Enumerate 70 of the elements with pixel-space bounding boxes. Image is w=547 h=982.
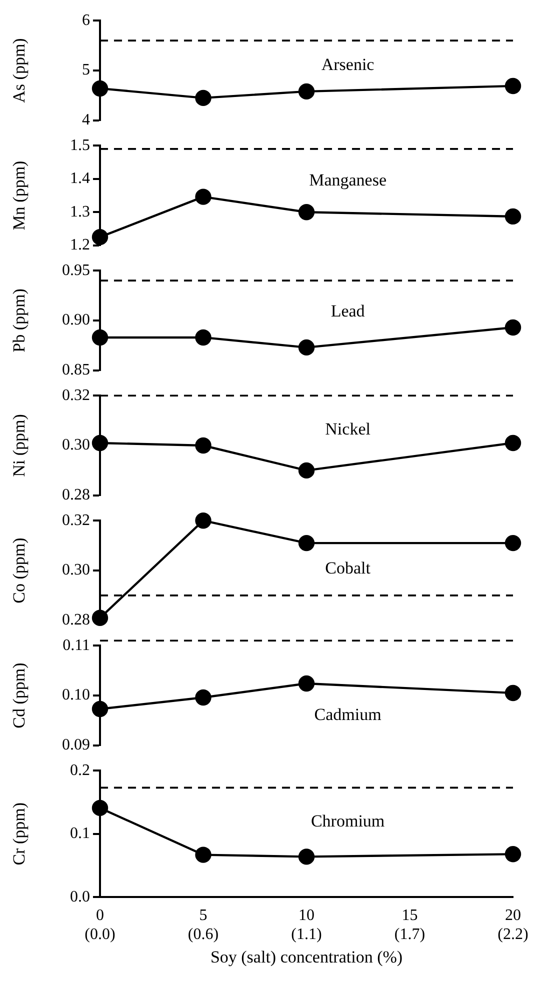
y-tick-label: 0.85 — [62, 362, 90, 379]
y-tick-label: 6 — [82, 12, 90, 29]
point — [504, 208, 522, 225]
point — [195, 188, 212, 205]
point — [298, 675, 315, 692]
point — [298, 462, 315, 479]
point — [92, 329, 108, 346]
point — [92, 80, 108, 97]
y-tick-label: 1.2 — [70, 236, 90, 254]
y-tick-label: 0.11 — [62, 636, 90, 654]
point — [195, 437, 212, 454]
y-tick-label: 0.32 — [62, 512, 90, 529]
point — [298, 848, 315, 865]
annotation: Arsenic — [321, 54, 375, 74]
y-axis-title: Cd (ppm) — [10, 662, 29, 728]
y-tick-label: 0.2 — [70, 762, 90, 779]
y-axis-title: As (ppm) — [10, 38, 29, 103]
y-tick-label: 0.10 — [62, 686, 90, 704]
point — [195, 329, 212, 346]
point — [298, 204, 315, 220]
point — [92, 228, 108, 246]
y-axis-title: Cr (ppm) — [10, 802, 29, 866]
annotation: Manganese — [309, 170, 387, 190]
y-axis-title: Mn (ppm) — [10, 160, 29, 230]
y-tick-label: 0.30 — [62, 562, 90, 579]
point — [92, 800, 108, 816]
annotation: Lead — [330, 301, 366, 320]
point — [92, 700, 108, 718]
x-axis-title: Soy (salt) concentration (%) — [210, 947, 403, 966]
point — [298, 534, 315, 552]
y-tick-label: 0.09 — [62, 736, 90, 754]
point — [92, 434, 108, 452]
point — [298, 339, 315, 356]
point — [504, 78, 522, 94]
y-tick-label: 0.1 — [70, 825, 90, 842]
x-tick-label: 10 (1.1) — [291, 907, 322, 944]
point — [504, 846, 522, 862]
y-axis-title: Co (ppm) — [10, 538, 29, 604]
point — [504, 534, 522, 552]
y-axis-title: Pb (ppm) — [10, 288, 29, 352]
point — [504, 434, 522, 452]
y-tick-label: 4 — [82, 112, 90, 129]
point — [195, 846, 212, 863]
point — [504, 684, 522, 702]
y-tick-label: 0.0 — [70, 888, 90, 906]
annotation: Cobalt — [325, 558, 371, 578]
y-tick-label: 1.5 — [70, 136, 90, 154]
annotation: Nickel — [325, 420, 371, 439]
x-tick-label: 15 (1.7) — [394, 907, 426, 944]
point — [195, 689, 212, 706]
x-tick-label: 20 (2.2) — [498, 907, 528, 944]
y-tick-label: 0.28 — [62, 486, 90, 504]
point — [195, 90, 212, 106]
y-tick-label: 0.95 — [62, 262, 90, 279]
point — [195, 512, 212, 529]
x-tick-label: 5 (0.6) — [188, 907, 219, 944]
y-tick-label: 0.32 — [62, 386, 90, 404]
annotation: Chromium — [310, 811, 385, 830]
point — [504, 319, 522, 336]
y-tick-label: 0.30 — [62, 436, 90, 454]
point — [92, 610, 108, 626]
y-tick-label: 1.4 — [70, 170, 90, 188]
annotation: Cadmium — [314, 704, 382, 724]
y-tick-label: 1.3 — [70, 203, 90, 220]
y-tick-label: 0.90 — [62, 312, 90, 329]
y-axis-title: Ni (ppm) — [10, 414, 29, 477]
point — [298, 83, 315, 100]
x-tick-label: 0 (0.0) — [84, 907, 116, 944]
y-tick-label: 0.28 — [62, 612, 90, 629]
y-tick-label: 5 — [82, 62, 90, 79]
